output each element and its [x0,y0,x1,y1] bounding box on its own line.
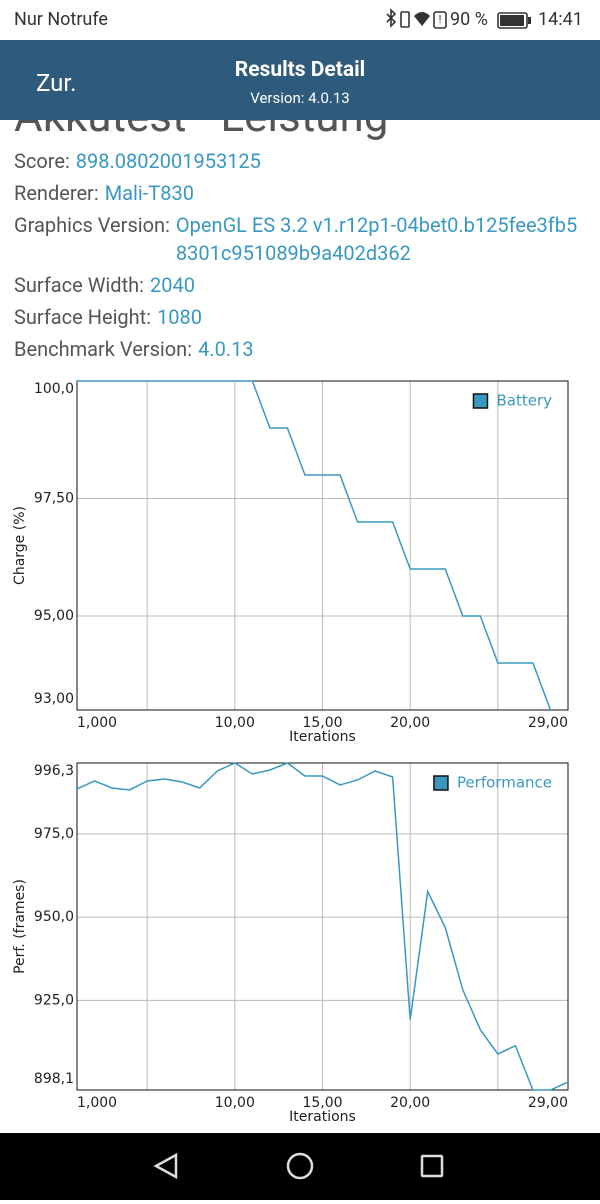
legend-swatch [472,393,489,409]
x-tick-label: 1,000 [77,1095,117,1111]
y-tick-label: 950,0 [34,909,74,925]
back-button[interactable]: Zur. [36,69,77,97]
detail-value: 898.0802001953125 [75,149,261,173]
detail-row: Graphics Version: OpenGL ES 3.2 v1.r12p1-… [14,211,586,267]
detail-row: Renderer: Mali-T830 [14,179,586,207]
y-tick-label: 95,00 [34,608,74,624]
x-tick-label: 10,00 [215,715,255,731]
svg-text:!: ! [439,13,442,26]
clock: 14:41 [538,9,583,30]
x-tick-label: 20,00 [390,715,430,731]
detail-label: Graphics Version: [14,213,170,237]
carrier: Nur Notrufe [14,9,108,30]
data-line [77,380,552,711]
y-tick-label: 100,0 [34,381,74,397]
plot-border [76,762,569,1091]
detail-row: Surface Width: 2040 [14,271,586,299]
detail-value: 4.0.13 [198,337,254,361]
detail-value: 2040 [149,273,195,297]
detail-label: Surface Height: [14,305,152,329]
x-tick-label: 29,00 [528,715,568,731]
battery-percent: 90 % [450,9,488,30]
nav-title: Results Detail [234,58,366,82]
x-tick-label: 1,000 [77,715,117,731]
detail-value: OpenGL ES 3.2 v1.r12p1-04bet0.b125fee3fb… [175,213,578,265]
detail-row: Benchmark Version: 4.0.13 [14,335,586,363]
detail-row: Surface Height: 1080 [14,303,586,331]
status-icons: ! [386,8,447,29]
detail-label: Benchmark Version: [14,337,193,361]
x-tick-label: 15,00 [302,1095,342,1111]
y-axis-label: Charge (%) [12,506,28,585]
y-axis-label: Perf. (frames) [12,879,28,974]
legend-swatch [433,775,449,791]
x-axis-label: Iterations [289,1109,356,1125]
detail-label: Renderer: [14,181,99,205]
recents-icon[interactable] [420,1154,444,1178]
nav-bar: Zur. Results Detail Version: 4.0.13 [0,40,600,120]
system-nav [0,1133,600,1200]
home-icon[interactable] [286,1152,314,1180]
data-line [76,762,569,1091]
x-tick-label: 15,00 [302,715,342,731]
detail-value: 1080 [157,305,203,329]
charts: 1,000 10,00 15,00 20,00 29,00 93,00 95,00 97,50… [12,380,569,1125]
legend-label: Battery [496,392,552,410]
detail-label: Score: [14,149,70,173]
x-tick-label: 20,00 [390,1095,430,1111]
y-tick-label: 898,1 [34,1071,74,1087]
y-tick-label: 93,00 [34,691,74,707]
battery-icon [497,12,531,29]
detail-value: Mali-T830 [104,181,194,205]
y-tick-label: 925,0 [34,992,74,1008]
y-tick-label: 996,3 [34,763,74,779]
nav-subtitle: Version: 4.0.13 [250,89,350,107]
x-axis-label: Iterations [289,729,356,745]
x-tick-label: 29,00 [528,1095,568,1111]
plot-border [76,380,569,711]
details: Score: 898.0802001953125 Renderer: Mali-T83… [14,147,586,367]
y-tick-label: 975,0 [34,826,74,842]
x-tick-label: 10,00 [215,1095,255,1111]
back-icon[interactable] [153,1152,178,1180]
y-tick-label: 97,50 [34,491,74,507]
nav-icons [153,1152,444,1180]
detail-label: Surface Width: [14,273,144,297]
detail-row: Score: 898.0802001953125 [14,147,586,175]
status-bar: Nur Notrufe ! 90 % 14:41 [0,0,600,40]
legend-label: Performance [457,774,552,792]
